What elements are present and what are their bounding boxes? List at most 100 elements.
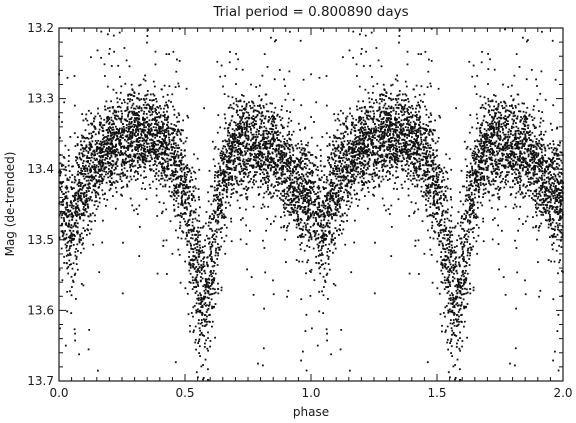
data-point <box>382 178 385 181</box>
data-point <box>390 114 392 117</box>
data-point <box>492 109 495 112</box>
data-point <box>194 292 197 294</box>
data-point <box>259 143 261 145</box>
data-point <box>207 224 210 227</box>
data-point <box>141 137 144 140</box>
data-point <box>394 104 397 106</box>
data-point <box>419 121 421 124</box>
data-point <box>425 209 428 212</box>
data-point <box>289 154 292 157</box>
data-point <box>367 167 369 170</box>
data-point <box>329 231 331 234</box>
data-point <box>416 139 418 142</box>
data-point <box>158 179 160 182</box>
data-point <box>187 220 189 223</box>
data-point <box>210 273 212 276</box>
data-point <box>394 144 397 147</box>
data-point <box>253 123 256 125</box>
data-point <box>272 186 275 189</box>
data-point <box>471 203 473 206</box>
data-point <box>556 208 558 211</box>
data-point <box>442 194 445 196</box>
data-point <box>547 226 550 229</box>
data-point <box>352 165 354 168</box>
data-point <box>362 174 365 176</box>
data-point <box>469 254 471 257</box>
data-point <box>250 139 252 142</box>
data-point <box>519 205 522 208</box>
data-point <box>447 348 449 351</box>
data-point <box>71 267 74 270</box>
data-point <box>263 179 266 181</box>
data-point <box>395 139 398 142</box>
data-point <box>457 285 460 288</box>
data-point <box>74 212 77 214</box>
data-point <box>184 220 186 223</box>
data-point <box>495 126 498 129</box>
data-point <box>543 193 546 196</box>
data-point <box>310 202 313 205</box>
data-point <box>444 306 447 309</box>
data-point <box>171 174 174 177</box>
data-point <box>245 162 248 165</box>
data-point <box>144 94 147 97</box>
data-point <box>275 172 278 175</box>
data-point <box>331 233 333 236</box>
data-point <box>469 288 472 290</box>
data-point <box>351 146 354 149</box>
data-point <box>265 103 268 106</box>
data-point <box>221 170 224 173</box>
data-point <box>84 183 87 186</box>
data-point <box>448 230 450 232</box>
data-point <box>356 193 358 195</box>
data-point <box>385 107 387 110</box>
data-point <box>326 199 329 201</box>
data-point <box>448 310 450 313</box>
data-point <box>206 261 208 264</box>
data-point <box>293 180 296 183</box>
data-point <box>450 168 453 171</box>
data-point <box>412 142 415 144</box>
data-point <box>496 117 499 120</box>
data-point <box>226 140 229 143</box>
data-point <box>301 154 304 156</box>
data-point <box>340 141 343 144</box>
data-point <box>352 117 355 120</box>
data-point <box>483 184 486 187</box>
data-point <box>416 131 418 134</box>
data-point <box>277 181 280 184</box>
data-point <box>558 219 560 221</box>
data-point <box>311 187 314 189</box>
data-point <box>277 150 280 153</box>
data-point <box>237 153 239 156</box>
data-point <box>218 207 221 209</box>
data-point <box>519 166 521 168</box>
data-point <box>144 79 147 82</box>
data-point <box>337 167 340 170</box>
data-point <box>363 182 365 184</box>
data-point <box>418 110 420 113</box>
data-point <box>121 127 123 130</box>
data-point <box>371 132 373 135</box>
data-point <box>550 199 552 201</box>
data-point <box>267 164 269 167</box>
data-point <box>224 181 226 184</box>
data-point <box>466 165 468 167</box>
data-point <box>60 247 63 250</box>
data-point <box>67 164 70 167</box>
data-point <box>222 213 225 216</box>
data-point <box>463 185 465 188</box>
data-point <box>486 121 489 124</box>
data-point <box>552 234 555 237</box>
data-point <box>142 155 145 158</box>
data-point <box>81 187 84 189</box>
data-point <box>175 160 177 163</box>
data-point <box>169 220 172 223</box>
data-point <box>407 98 409 100</box>
data-point <box>133 171 136 174</box>
data-point <box>187 224 190 226</box>
data-point <box>269 139 272 142</box>
data-point <box>248 101 250 104</box>
data-point <box>221 147 224 150</box>
data-point <box>267 159 269 161</box>
